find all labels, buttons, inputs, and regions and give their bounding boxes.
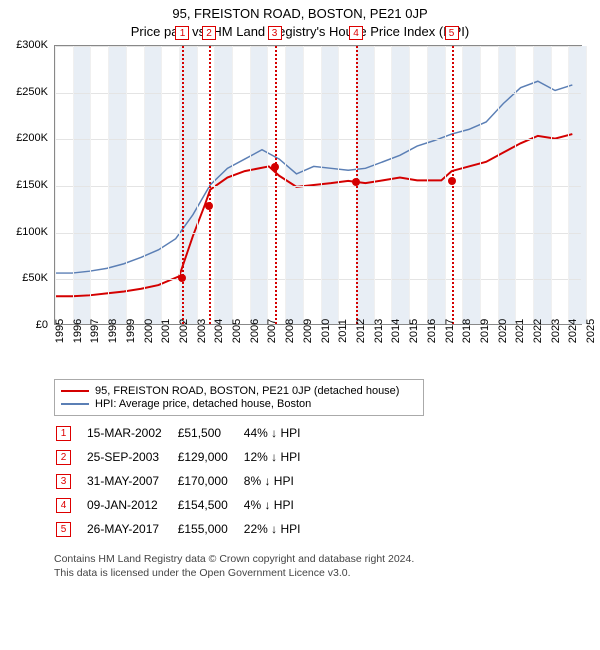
y-axis-labels: £0£50K£100K£150K£200K£250K£300K bbox=[6, 45, 50, 325]
event-marker: 2 bbox=[202, 26, 216, 40]
x-tick-label: 2005 bbox=[231, 319, 243, 343]
line-series bbox=[55, 46, 581, 324]
event-marker: 1 bbox=[175, 26, 189, 40]
x-tick-label: 2019 bbox=[479, 319, 491, 343]
x-tick-label: 2018 bbox=[461, 319, 473, 343]
x-tick-label: 2022 bbox=[532, 319, 544, 343]
x-tick-label: 1995 bbox=[54, 319, 66, 343]
transaction-price: £154,500 bbox=[178, 494, 242, 516]
x-tick-label: 2012 bbox=[355, 319, 367, 343]
transaction-price: £51,500 bbox=[178, 422, 242, 444]
x-tick-label: 2008 bbox=[284, 319, 296, 343]
row-marker: 4 bbox=[56, 498, 71, 513]
x-axis-labels: 1995199619971998199920002001200220032004… bbox=[54, 327, 582, 373]
x-tick-label: 1996 bbox=[72, 319, 84, 343]
y-tick-label: £250K bbox=[16, 86, 48, 98]
transaction-date: 09-JAN-2012 bbox=[87, 494, 176, 516]
transaction-date: 15-MAR-2002 bbox=[87, 422, 176, 444]
legend-item: HPI: Average price, detached house, Bost… bbox=[61, 398, 417, 410]
footer-line: Contains HM Land Registry data © Crown c… bbox=[54, 552, 594, 566]
x-tick-label: 2023 bbox=[550, 319, 562, 343]
legend-label: HPI: Average price, detached house, Bost… bbox=[95, 398, 311, 410]
row-marker: 5 bbox=[56, 522, 71, 537]
data-point bbox=[352, 178, 360, 186]
transaction-diff: 44% ↓ HPI bbox=[244, 422, 315, 444]
transaction-diff: 4% ↓ HPI bbox=[244, 494, 315, 516]
transaction-price: £170,000 bbox=[178, 470, 242, 492]
chart-title: 95, FREISTON ROAD, BOSTON, PE21 0JP bbox=[6, 6, 594, 21]
x-tick-label: 2014 bbox=[390, 319, 402, 343]
x-tick-label: 2024 bbox=[567, 319, 579, 343]
data-point bbox=[448, 177, 456, 185]
x-tick-label: 2010 bbox=[320, 319, 332, 343]
row-marker: 2 bbox=[56, 450, 71, 465]
data-point bbox=[205, 202, 213, 210]
legend: 95, FREISTON ROAD, BOSTON, PE21 0JP (det… bbox=[54, 379, 424, 416]
data-point bbox=[271, 163, 279, 171]
data-point bbox=[178, 274, 186, 282]
legend-swatch bbox=[61, 403, 89, 405]
transaction-price: £155,000 bbox=[178, 518, 242, 540]
transaction-diff: 22% ↓ HPI bbox=[244, 518, 315, 540]
y-tick-label: £100K bbox=[16, 226, 48, 238]
x-tick-label: 2007 bbox=[266, 319, 278, 343]
x-tick-label: 2002 bbox=[178, 319, 190, 343]
x-tick-label: 1997 bbox=[89, 319, 101, 343]
y-tick-label: £300K bbox=[16, 39, 48, 51]
row-marker: 3 bbox=[56, 474, 71, 489]
y-tick-label: £50K bbox=[22, 272, 48, 284]
x-tick-label: 2011 bbox=[337, 319, 349, 343]
table-row: 2 25-SEP-2003£129,00012% ↓ HPI bbox=[56, 446, 314, 468]
y-tick-label: £200K bbox=[16, 132, 48, 144]
y-tick-label: £0 bbox=[36, 319, 48, 331]
event-marker: 5 bbox=[445, 26, 459, 40]
transaction-price: £129,000 bbox=[178, 446, 242, 468]
x-tick-label: 2000 bbox=[143, 319, 155, 343]
event-marker: 4 bbox=[349, 26, 363, 40]
x-tick-label: 2025 bbox=[585, 319, 597, 343]
x-tick-label: 2004 bbox=[213, 319, 225, 343]
x-tick-label: 1999 bbox=[125, 319, 137, 343]
x-tick-label: 2016 bbox=[426, 319, 438, 343]
x-tick-label: 2013 bbox=[373, 319, 385, 343]
table-row: 1 15-MAR-2002£51,50044% ↓ HPI bbox=[56, 422, 314, 444]
legend-swatch bbox=[61, 390, 89, 392]
x-tick-label: 2006 bbox=[249, 319, 261, 343]
x-tick-label: 2003 bbox=[196, 319, 208, 343]
transaction-date: 26-MAY-2017 bbox=[87, 518, 176, 540]
legend-label: 95, FREISTON ROAD, BOSTON, PE21 0JP (det… bbox=[95, 385, 399, 397]
legend-item: 95, FREISTON ROAD, BOSTON, PE21 0JP (det… bbox=[61, 385, 417, 397]
transaction-date: 25-SEP-2003 bbox=[87, 446, 176, 468]
footer-attribution: Contains HM Land Registry data © Crown c… bbox=[54, 552, 594, 580]
transaction-diff: 12% ↓ HPI bbox=[244, 446, 315, 468]
table-row: 4 09-JAN-2012£154,5004% ↓ HPI bbox=[56, 494, 314, 516]
x-tick-label: 2021 bbox=[514, 319, 526, 343]
plot-area: 12345 bbox=[54, 45, 582, 325]
y-tick-label: £150K bbox=[16, 179, 48, 191]
footer-line: This data is licensed under the Open Gov… bbox=[54, 566, 594, 580]
x-tick-label: 2017 bbox=[444, 319, 456, 343]
x-tick-label: 2020 bbox=[497, 319, 509, 343]
row-marker: 1 bbox=[56, 426, 71, 441]
table-row: 3 31-MAY-2007£170,0008% ↓ HPI bbox=[56, 470, 314, 492]
transactions-table: 115-MAR-2002£51,50044% ↓ HPI225-SEP-2003… bbox=[54, 420, 316, 542]
x-tick-label: 2009 bbox=[302, 319, 314, 343]
x-tick-label: 2001 bbox=[160, 319, 172, 343]
transaction-date: 31-MAY-2007 bbox=[87, 470, 176, 492]
x-tick-label: 2015 bbox=[408, 319, 420, 343]
event-marker: 3 bbox=[268, 26, 282, 40]
chart-subtitle: Price paid vs. HM Land Registry's House … bbox=[6, 24, 594, 39]
x-tick-label: 1998 bbox=[107, 319, 119, 343]
transaction-diff: 8% ↓ HPI bbox=[244, 470, 315, 492]
chart-area: £0£50K£100K£150K£200K£250K£300K 12345 19… bbox=[6, 45, 594, 375]
table-row: 5 26-MAY-2017£155,00022% ↓ HPI bbox=[56, 518, 314, 540]
